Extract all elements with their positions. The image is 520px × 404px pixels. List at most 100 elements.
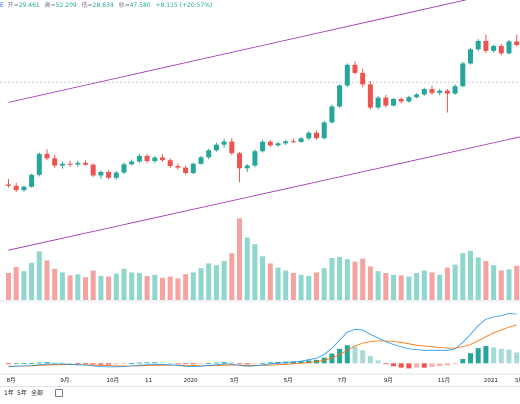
time-axis-label: 2020 <box>184 378 198 384</box>
candle-body <box>152 158 157 162</box>
high-label: 高= <box>45 2 56 9</box>
candle-body <box>283 141 288 143</box>
macd-histogram-bar <box>437 363 442 366</box>
macd-histogram-bar <box>14 363 19 364</box>
candle-body <box>422 89 427 94</box>
volume-bar <box>14 267 19 300</box>
volume-bar <box>414 273 419 300</box>
volume-bar <box>83 277 88 300</box>
candle-body <box>114 173 119 178</box>
candle-body <box>252 151 257 165</box>
channel-upper-line <box>9 0 520 102</box>
close-value: 47.580 <box>130 2 151 9</box>
volume-bar <box>283 271 288 300</box>
high-value: 52.209 <box>56 2 77 9</box>
macd-histogram-bar <box>360 350 365 363</box>
volume-bar <box>75 274 80 300</box>
macd-signal-line <box>9 325 517 366</box>
ohlc-legend: E 开=29.461 高=52.209 低=28.634 收=47.580 +8… <box>0 0 215 12</box>
volume-bar <box>391 275 396 300</box>
volume-bar <box>507 269 512 300</box>
volume-bar <box>52 269 57 300</box>
volume-bar <box>430 272 435 300</box>
macd-histogram-bar <box>21 363 26 364</box>
volume-bar <box>145 276 150 300</box>
macd-histogram-bar <box>175 363 180 364</box>
time-axis-label: 5月 <box>284 377 293 384</box>
volume-bar <box>206 263 211 300</box>
low-label: 低= <box>82 2 93 9</box>
volume-bar <box>322 268 327 300</box>
volume-bar <box>453 265 458 300</box>
candle-body <box>6 185 11 186</box>
candle-body <box>329 106 334 122</box>
volume-bar <box>60 272 65 300</box>
candle-body <box>29 175 34 187</box>
candle-body <box>52 158 57 165</box>
macd-histogram-bar <box>183 363 188 364</box>
volume-bar <box>376 271 381 300</box>
volume-bar <box>245 238 250 300</box>
volume-bar <box>183 274 188 300</box>
macd-histogram-bar <box>122 363 127 364</box>
candle-body <box>430 89 435 93</box>
candle-body <box>491 46 496 51</box>
candle-body <box>391 99 396 106</box>
macd-histogram-bar <box>52 363 57 364</box>
calendar-icon[interactable] <box>55 389 63 397</box>
range-all-button[interactable]: 全部 <box>31 389 43 399</box>
time-axis-label: 9月 <box>60 377 69 384</box>
macd-histogram-bar <box>514 352 519 363</box>
candle-body <box>414 95 419 98</box>
candle-body <box>383 98 388 106</box>
macd-histogram-bar <box>114 363 119 364</box>
volume-bar <box>91 271 96 300</box>
volume-bar <box>37 251 42 300</box>
channel-lower-line <box>9 136 520 250</box>
candle-body <box>91 165 96 176</box>
macd-histogram-bar <box>460 359 465 363</box>
volume-bar <box>214 265 219 300</box>
volume-bar <box>45 260 50 300</box>
candle-body <box>214 145 219 151</box>
time-axis-label: 3月 <box>515 377 520 384</box>
volume-bar <box>106 277 111 300</box>
macd-line <box>9 313 517 367</box>
volume-bar <box>383 273 388 300</box>
macd-histogram-bar <box>129 363 134 364</box>
volume-bar <box>345 259 350 300</box>
macd-histogram-bar <box>499 349 504 363</box>
candle-body <box>483 41 488 51</box>
candle-body <box>507 41 512 53</box>
candle-body <box>268 142 273 146</box>
range-5y-button[interactable]: 5年 <box>17 389 27 399</box>
low-value: 28.634 <box>93 2 114 9</box>
range-1y-button[interactable]: 1年 <box>4 389 14 399</box>
candle-body <box>129 162 134 165</box>
macd-histogram-bar <box>229 362 234 363</box>
candle-body <box>175 166 180 168</box>
macd-histogram-bar <box>199 363 204 364</box>
volume-bar <box>175 278 180 300</box>
macd-histogram-bar <box>476 348 481 363</box>
candle-body <box>14 186 19 190</box>
candle-body <box>476 41 481 49</box>
volume-bar <box>199 268 204 300</box>
macd-histogram-bar <box>430 363 435 367</box>
macd-histogram-bar <box>345 345 350 363</box>
candle-body <box>514 41 519 45</box>
macd-histogram-bar <box>491 347 496 363</box>
candle-body <box>276 143 281 145</box>
volume-bar <box>406 277 411 300</box>
time-axis-label: 9月 <box>384 377 393 384</box>
volume-bar <box>468 251 473 300</box>
candle-body <box>360 73 365 84</box>
candle-body <box>199 157 204 164</box>
candle-body <box>245 166 250 169</box>
macd-histogram-bar <box>468 353 473 363</box>
candle-body <box>368 84 373 107</box>
candle-body <box>322 122 327 138</box>
volume-bar <box>306 276 311 300</box>
